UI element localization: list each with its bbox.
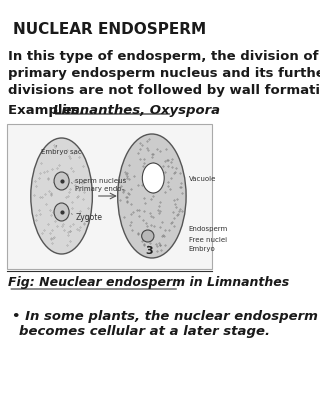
Text: • In some plants, the nuclear endosperm: • In some plants, the nuclear endosperm: [12, 309, 318, 322]
Ellipse shape: [142, 230, 154, 242]
Text: Endosperm: Endosperm: [189, 225, 228, 231]
Ellipse shape: [31, 139, 92, 254]
Ellipse shape: [54, 204, 69, 221]
Text: Limnanthes, Oxyspora: Limnanthes, Oxyspora: [53, 104, 220, 117]
Text: sperm nucleus: sperm nucleus: [75, 178, 126, 183]
Text: Fig: Neuclear endosperm in Limnanthes: Fig: Neuclear endosperm in Limnanthes: [8, 275, 290, 288]
Text: Zygote: Zygote: [75, 212, 102, 221]
Ellipse shape: [142, 164, 164, 194]
Text: In this type of endosperm, the division of the
primary endosperm nucleus and its: In this type of endosperm, the division …: [8, 50, 320, 97]
Text: NUCLEAR ENDOSPERM: NUCLEAR ENDOSPERM: [13, 22, 206, 37]
FancyBboxPatch shape: [7, 125, 212, 269]
Text: 3: 3: [145, 245, 153, 255]
Text: Primary endo-: Primary endo-: [75, 185, 124, 192]
Ellipse shape: [118, 135, 186, 259]
Ellipse shape: [54, 173, 69, 190]
Text: becomes cellular at a later stage.: becomes cellular at a later stage.: [19, 324, 270, 337]
Text: Examples.: Examples.: [8, 104, 89, 117]
Text: Embryo sac: Embryo sac: [41, 149, 82, 154]
Text: Vacuole: Vacuole: [189, 176, 216, 182]
Text: Free nuclei: Free nuclei: [189, 236, 227, 242]
Text: Embryo: Embryo: [189, 245, 216, 252]
